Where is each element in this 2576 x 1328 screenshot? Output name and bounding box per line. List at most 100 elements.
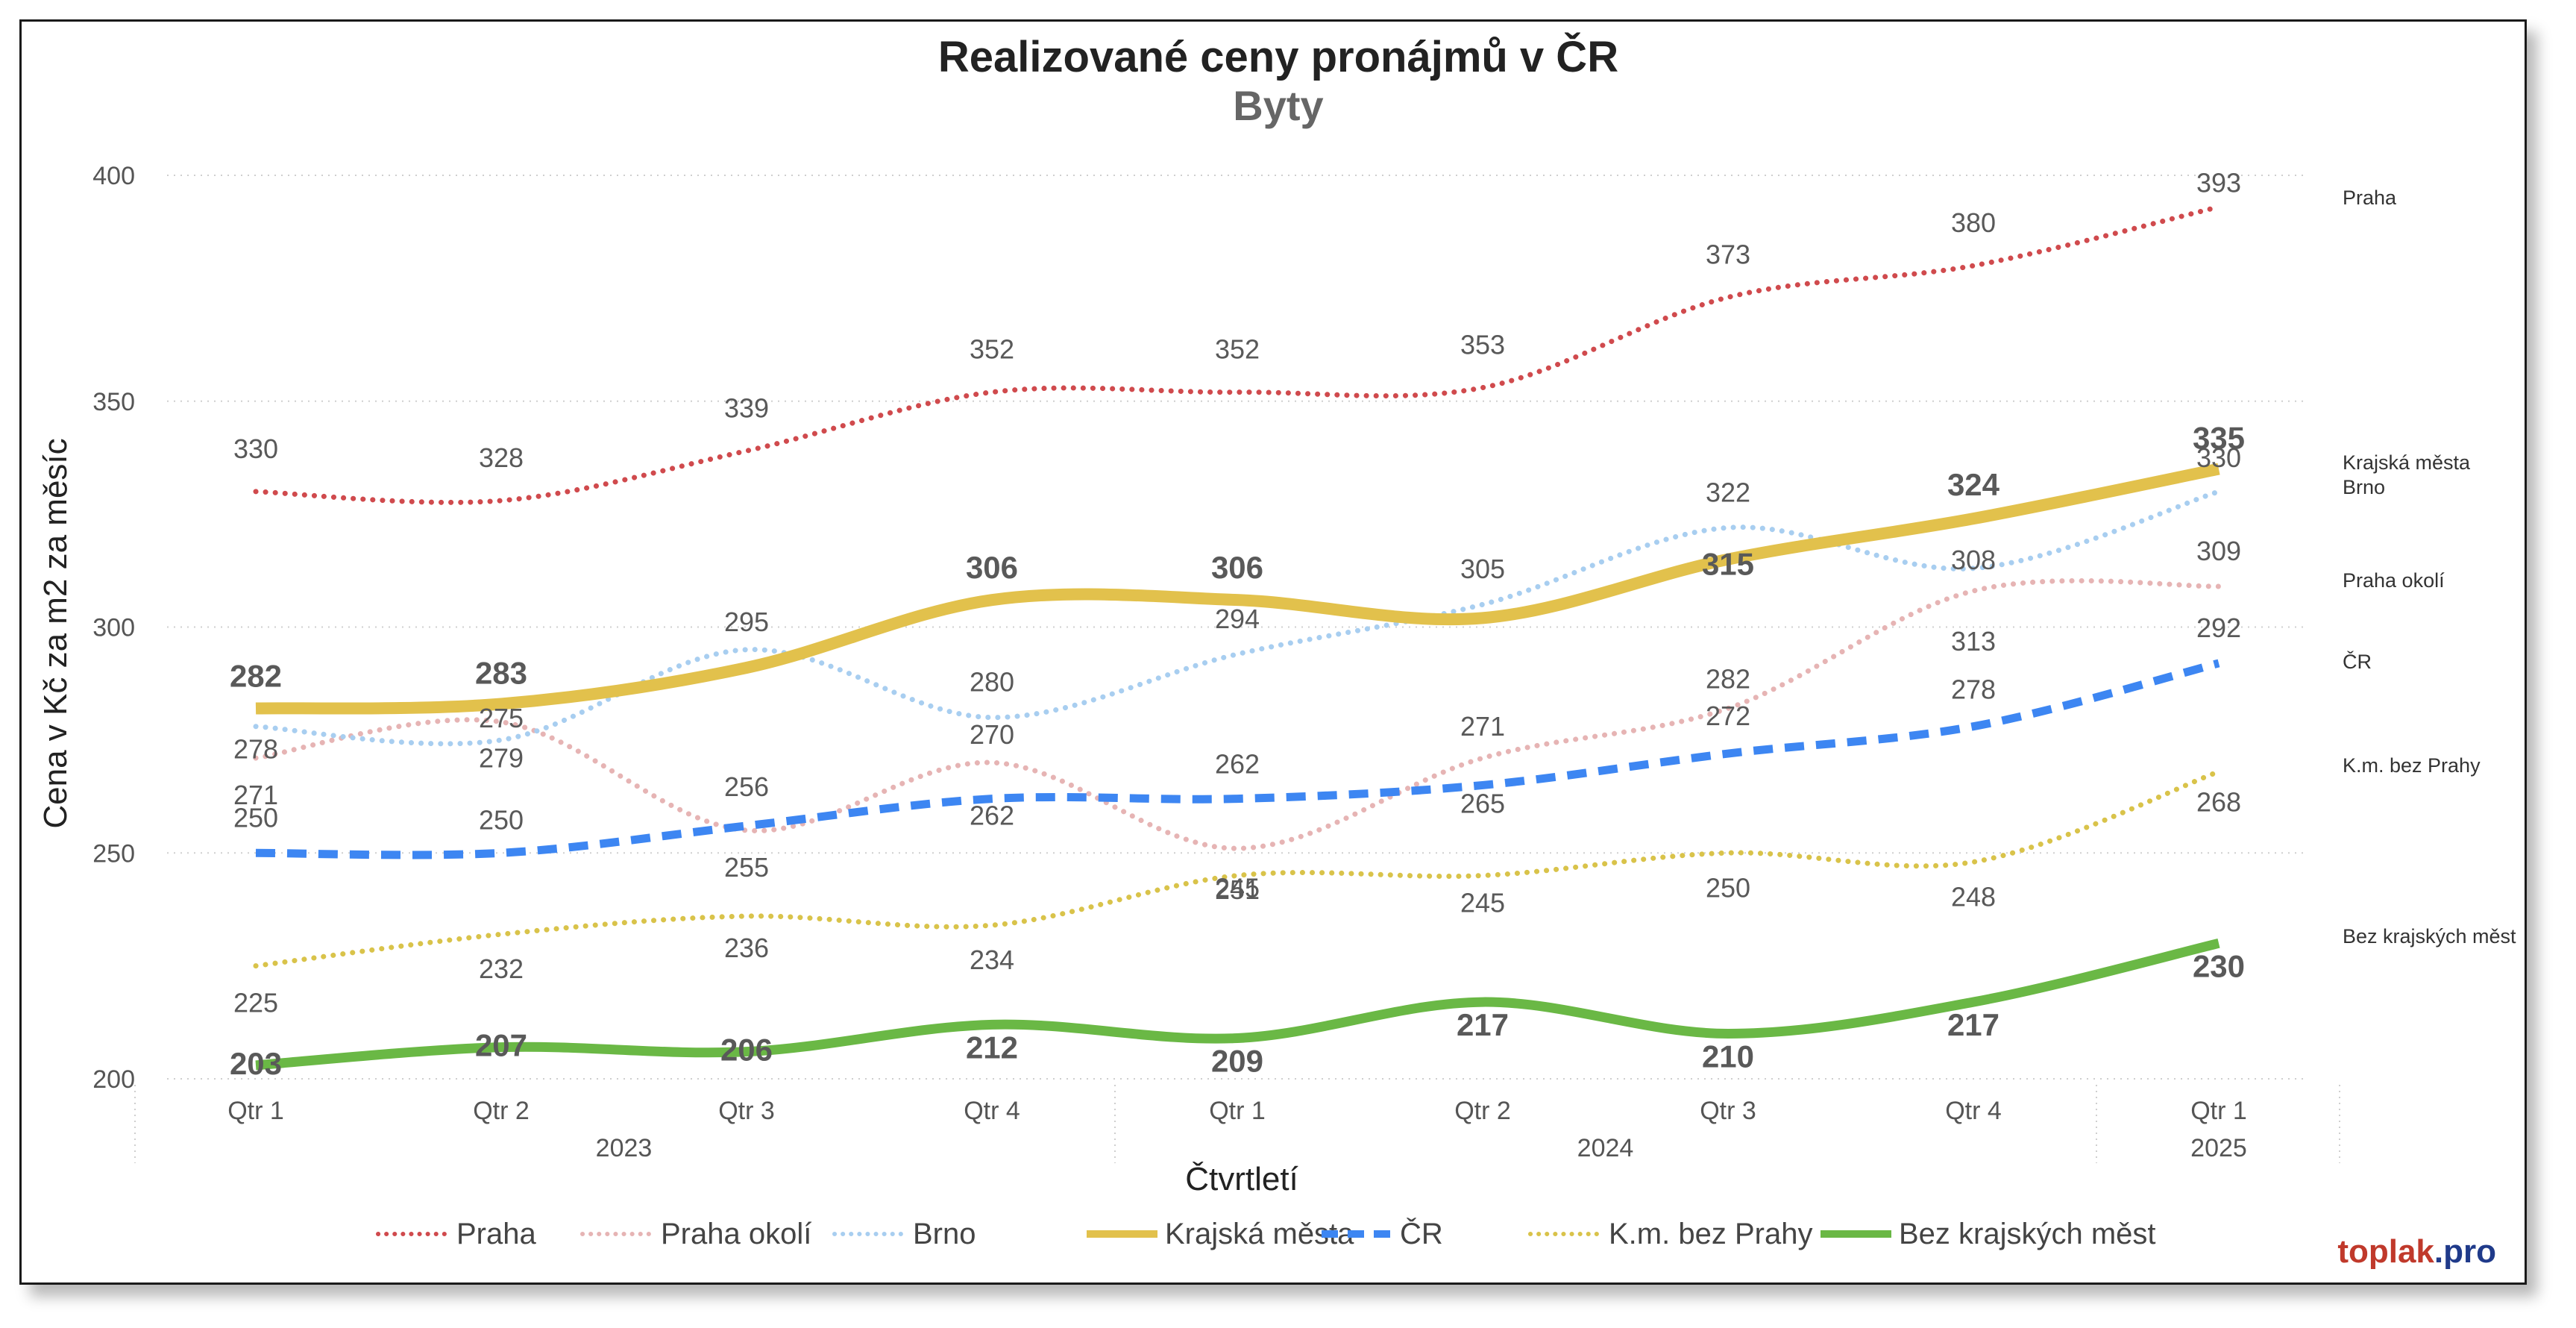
data-label: 322 [1706, 477, 1750, 507]
y-axis-ticks: 200 250 300 350 400 [92, 162, 135, 1094]
data-label: 373 [1706, 239, 1750, 269]
y-tick-label: 350 [92, 388, 135, 416]
data-label: 330 [233, 433, 278, 464]
x-tick-label: Qtr 2 [1454, 1097, 1511, 1125]
data-label: 245 [1460, 888, 1505, 918]
data-label: 339 [724, 392, 769, 423]
brand-logo: toplak.pro [2337, 1233, 2496, 1270]
legend-label: K.m. bez Prahy [1609, 1218, 1812, 1250]
series-line-bez-krajskych-mest [255, 939, 2220, 1071]
data-label: 232 [479, 953, 524, 984]
data-label: 272 [1706, 701, 1750, 731]
y-tick-label: 250 [92, 839, 135, 868]
data-label: 203 [230, 1046, 282, 1081]
data-label: 255 [724, 852, 769, 883]
data-label: 380 [1951, 207, 1996, 238]
y-tick-label: 300 [92, 614, 135, 642]
series-line-cr [255, 659, 2220, 859]
x-tick-label: Qtr 2 [473, 1097, 530, 1125]
legend-label: Brno [913, 1218, 976, 1250]
line-chart: Realizované ceny pronájmů v ČR Byty 2002… [37, 33, 2516, 1270]
data-label: 352 [970, 334, 1014, 365]
data-label: 212 [966, 1030, 1018, 1065]
data-label: 306 [966, 550, 1018, 585]
data-label: 393 [2196, 167, 2241, 198]
data-label: 248 [1951, 881, 1996, 912]
data-label: 278 [1951, 674, 1996, 705]
data-label: 230 [2193, 948, 2245, 983]
data-label: 308 [1951, 545, 1996, 575]
right-label-praha-okoli: Praha okolí [2343, 569, 2445, 592]
data-label: 209 [1211, 1044, 1263, 1079]
series-line-krajska-mesta [255, 463, 2220, 715]
data-label: 250 [1706, 872, 1750, 903]
brand-text-secondary: .pro [2434, 1233, 2496, 1270]
data-label: 217 [1457, 1007, 1509, 1042]
chart-frame: Realizované ceny pronájmů v ČR Byty 200 2… [19, 19, 2527, 1285]
data-label: 282 [1706, 663, 1750, 694]
data-label: 206 [720, 1033, 773, 1068]
data-label: 245 [1215, 873, 1260, 903]
data-label: 328 [479, 442, 524, 473]
chart-subtitle: Byty [1233, 82, 1323, 129]
data-label: 324 [1947, 467, 2000, 502]
x-tick-label: Qtr 1 [2190, 1097, 2247, 1125]
x-tick-label: Qtr 1 [1209, 1097, 1266, 1125]
data-label: 282 [230, 658, 282, 693]
data-label: 280 [970, 667, 1014, 698]
data-label: 305 [1460, 554, 1505, 584]
data-label: 335 [2193, 421, 2245, 456]
data-label: 217 [1947, 1007, 1999, 1042]
right-label-cr: ČR [2343, 650, 2372, 673]
data-label: 275 [479, 703, 524, 733]
data-label: 251 [1215, 874, 1260, 905]
right-label-praha: Praha [2343, 187, 2397, 209]
series-lines [253, 204, 2222, 1071]
right-label-bez-krajskych-mest: Bez krajských měst [2343, 925, 2516, 948]
data-label: 250 [479, 804, 524, 835]
data-label: 271 [233, 780, 278, 810]
data-label: 210 [1702, 1039, 1754, 1074]
data-label: 295 [724, 607, 769, 637]
data-label: 352 [1215, 334, 1260, 365]
legend-label: Praha okolí [661, 1218, 811, 1250]
series-line-k-m-bez-prahy [253, 768, 2222, 969]
y-tick-label: 400 [92, 162, 135, 190]
data-label: 268 [2196, 786, 2241, 817]
chart-title: Realizované ceny pronájmů v ČR [938, 33, 1618, 81]
data-label: 207 [475, 1028, 527, 1063]
right-label-brno: Brno [2343, 476, 2385, 498]
legend-label: Praha [456, 1218, 536, 1250]
data-label: 353 [1460, 330, 1505, 360]
x-tick-label: Qtr 1 [227, 1097, 284, 1125]
y-tick-label: 200 [92, 1065, 135, 1094]
data-label: 262 [1215, 749, 1260, 780]
legend-label: ČR [1400, 1217, 1443, 1250]
data-label: 309 [2196, 536, 2241, 566]
data-label: 294 [1215, 604, 1260, 634]
data-label: 292 [2196, 613, 2241, 643]
data-label: 330 [2196, 442, 2241, 473]
right-label-k-m-bez-prahy: K.m. bez Prahy [2343, 754, 2481, 777]
x-tick-label: Qtr 4 [964, 1097, 1020, 1125]
data-label: 283 [475, 655, 527, 690]
data-label: 271 [1460, 711, 1505, 742]
data-label: 315 [1702, 547, 1754, 582]
x-year-label: 2025 [2190, 1134, 2247, 1162]
data-label: 313 [1951, 626, 1996, 657]
x-tick-label: Qtr 3 [1700, 1097, 1756, 1125]
x-year-label: 2024 [1577, 1134, 1634, 1162]
x-tick-label: Qtr 3 [718, 1097, 775, 1125]
x-year-label: 2023 [596, 1134, 653, 1162]
y-axis-title: Cena v Kč za m2 za měsíc [37, 438, 74, 828]
data-label: 270 [970, 719, 1014, 750]
x-axis: Qtr 1 Qtr 2 Qtr 3 Qtr 4 Qtr 1 Qtr 2 Qtr 3 Qtr 4… [134, 1085, 2340, 1163]
data-label: 278 [233, 734, 278, 765]
data-label: 306 [1211, 550, 1263, 585]
data-label: 256 [724, 771, 769, 802]
data-label: 262 [970, 801, 1014, 831]
x-tick-label: Qtr 4 [1945, 1097, 2002, 1125]
legend-label: Bez krajských měst [1899, 1218, 2156, 1250]
x-axis-title: Čtvrtletí [1185, 1160, 1298, 1197]
